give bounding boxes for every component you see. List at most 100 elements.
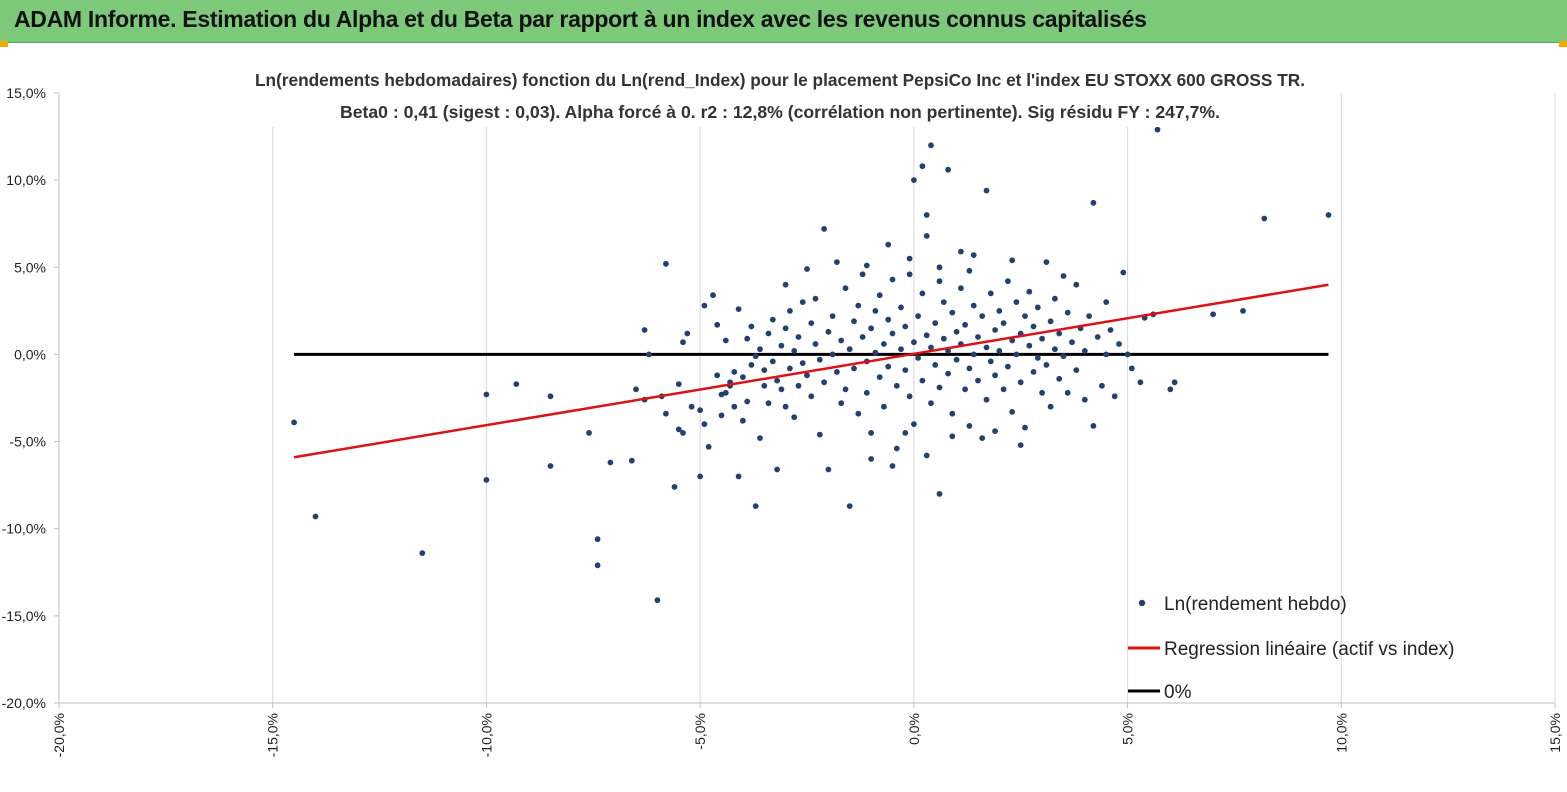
data-point	[1154, 126, 1161, 133]
data-point	[1081, 396, 1088, 403]
data-point	[1081, 348, 1088, 354]
data-point	[1103, 299, 1110, 305]
data-point	[740, 374, 746, 380]
data-point	[962, 386, 968, 393]
data-point	[868, 325, 874, 332]
data-point	[966, 365, 973, 372]
data-point	[1039, 389, 1045, 396]
data-point	[838, 400, 845, 407]
x-tick-label: 5,0%	[1120, 713, 1136, 745]
data-point	[928, 142, 934, 149]
data-point	[804, 266, 810, 272]
data-point	[761, 367, 768, 373]
data-point	[876, 292, 883, 299]
data-point	[483, 391, 490, 398]
data-point	[778, 386, 785, 393]
data-point	[765, 400, 772, 407]
data-point	[1013, 299, 1020, 305]
data-point	[594, 562, 601, 569]
data-point	[936, 278, 943, 285]
data-point	[1000, 386, 1007, 393]
data-point	[1124, 351, 1131, 358]
data-point	[1026, 342, 1033, 349]
data-point	[979, 435, 986, 441]
data-point	[787, 308, 793, 314]
legend-marker-points	[1138, 599, 1146, 607]
scatter-chart: 15,0%10,0%5,0%0,0%-5,0%-10,0%-15,0%-20,0…	[2, 65, 1563, 757]
data-point	[799, 299, 806, 305]
data-point	[898, 304, 904, 311]
data-point	[1043, 362, 1050, 368]
data-point	[646, 351, 652, 358]
data-point	[928, 400, 934, 407]
data-point	[731, 369, 738, 375]
data-point	[1017, 379, 1024, 386]
data-point	[919, 163, 926, 170]
legend-label-points: Ln(rendement hebdo)	[1164, 594, 1347, 615]
data-point	[740, 417, 746, 424]
data-point	[483, 477, 490, 483]
data-point	[949, 309, 956, 316]
data-point	[799, 360, 806, 366]
data-point	[1064, 389, 1071, 396]
data-point	[714, 372, 721, 379]
data-point	[1017, 442, 1024, 448]
data-point	[671, 484, 678, 490]
data-point	[911, 421, 917, 427]
data-point	[1005, 278, 1011, 285]
data-point	[936, 384, 943, 391]
data-point	[983, 396, 990, 403]
data-point	[881, 403, 887, 410]
data-point	[992, 428, 998, 434]
data-point	[970, 252, 977, 258]
data-point	[987, 290, 994, 297]
data-point	[513, 381, 520, 387]
data-point	[701, 302, 708, 309]
data-point	[697, 407, 703, 414]
regression-line	[293, 283, 1329, 459]
data-point	[945, 370, 951, 377]
data-point	[842, 285, 849, 292]
data-point	[663, 260, 669, 267]
y-tick-label: 15,0%	[6, 85, 46, 101]
data-point	[1009, 337, 1016, 344]
data-point	[958, 248, 964, 255]
data-point	[1026, 288, 1033, 295]
data-point	[962, 321, 968, 328]
data-point	[825, 328, 832, 335]
data-point	[1013, 351, 1020, 358]
data-point	[859, 334, 866, 340]
data-point	[812, 341, 819, 347]
data-point	[1116, 341, 1122, 347]
data-point	[705, 443, 712, 450]
data-point	[748, 362, 755, 368]
data-point	[834, 369, 840, 375]
data-point	[953, 356, 960, 363]
data-point	[940, 299, 947, 305]
data-point	[992, 372, 998, 379]
data-point	[863, 262, 870, 269]
corner-marker-left	[0, 41, 8, 47]
data-point	[953, 328, 960, 335]
data-point	[774, 466, 780, 473]
data-point	[1103, 351, 1110, 358]
data-point	[1005, 363, 1011, 370]
data-point	[752, 503, 759, 509]
data-point	[872, 308, 879, 314]
data-point	[851, 365, 857, 372]
data-point	[945, 166, 951, 173]
data-point	[701, 421, 708, 427]
data-point	[594, 536, 601, 543]
x-tick-label: -5,0%	[692, 713, 708, 750]
data-point	[992, 327, 998, 333]
data-point	[816, 356, 823, 363]
data-point	[868, 456, 874, 462]
data-point	[697, 473, 703, 480]
data-point	[881, 341, 887, 347]
title-background	[245, 65, 1325, 127]
data-point	[1043, 259, 1050, 265]
data-point	[958, 285, 964, 292]
data-point	[1210, 311, 1216, 318]
data-points	[291, 126, 1332, 604]
y-tick-label: -15,0%	[2, 608, 46, 624]
